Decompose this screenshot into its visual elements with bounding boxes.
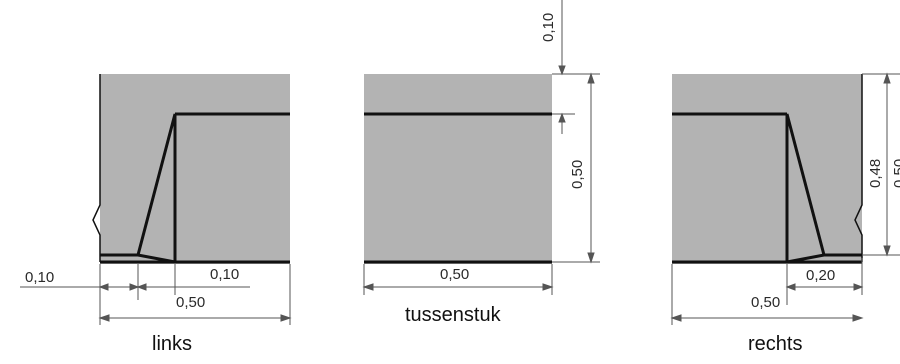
- dimension-left-inner-width: [136, 264, 250, 295]
- panel-rechts: 0,48 0,50 0,20 0,50 rechts: [670, 72, 900, 355]
- dimension-middle-width-label: 0,50: [440, 266, 469, 283]
- panel-links: 0,10 0,10 0,50 links: [20, 74, 292, 355]
- dimension-left-offset: [20, 264, 140, 325]
- panel-tussenstuk-caption: tussenstuk: [405, 304, 502, 326]
- panel-rechts-break-symbol: [854, 74, 863, 262]
- panel-rechts-wedge: [785, 113, 826, 262]
- dimension-middle-width: [362, 264, 554, 295]
- panel-rechts-wedge-bottom: [786, 253, 862, 264]
- panel-tussenstuk-body: [364, 74, 552, 264]
- panel-links-break-symbol: [92, 74, 101, 262]
- panel-links-wedge: [136, 113, 177, 262]
- panel-links-caption: links: [152, 333, 192, 355]
- panel-links-body: [100, 74, 290, 264]
- dimension-middle-height-label: 0,50: [569, 160, 586, 189]
- dimension-right-inner-width: [785, 258, 864, 295]
- dimension-left-inner-width-label: 0,10: [210, 266, 239, 283]
- dimension-left-offset-label: 0,10: [25, 269, 54, 286]
- dimension-right-height-label: 0,50: [891, 159, 900, 188]
- panel-rechts-body: [672, 74, 862, 264]
- panel-rechts-caption: rechts: [748, 333, 802, 355]
- dimension-middle-top-offset-label: 0,10: [540, 13, 557, 42]
- dimension-middle-top-offset: [552, 0, 600, 134]
- dimension-right-height-inner-label: 0,48: [867, 159, 884, 188]
- panel-tussenstuk: 0,10 0,50 0,50 tussenstuk: [362, 0, 600, 326]
- dimension-right-inner-width-label: 0,20: [806, 267, 835, 284]
- dimension-left-width: [98, 264, 292, 325]
- dimension-middle-height: [552, 72, 600, 264]
- panel-links-wedge-bottom: [100, 253, 176, 264]
- dimension-left-width-label: 0,50: [176, 294, 205, 311]
- dimension-right-width-label: 0,50: [751, 294, 780, 311]
- dimension-right-heights: [862, 72, 900, 257]
- dimension-right-width: [670, 264, 864, 325]
